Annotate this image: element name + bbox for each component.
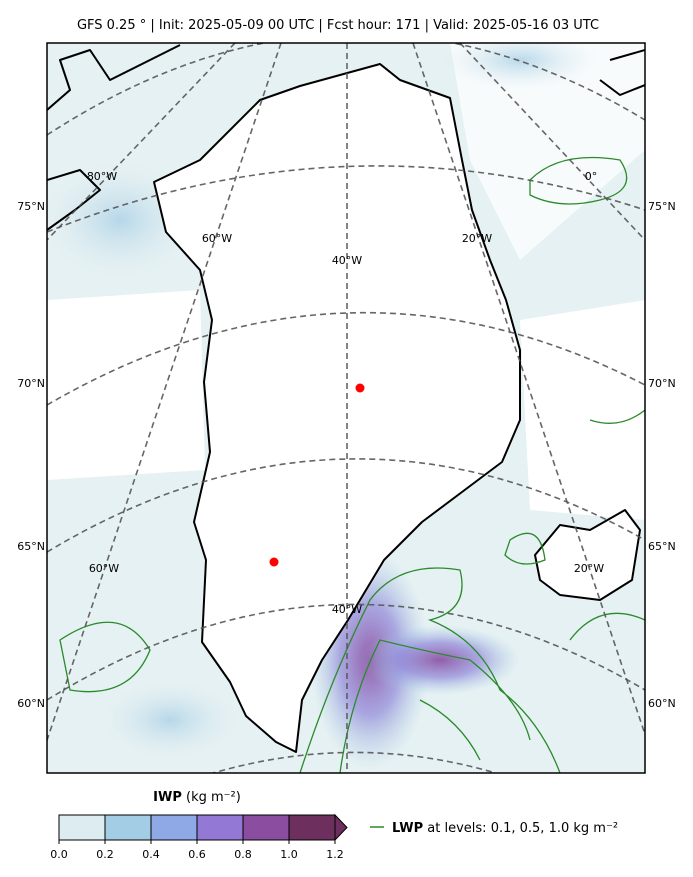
colorbar-unit: (kg m⁻²) bbox=[186, 790, 241, 805]
title: GFS 0.25 ° | Init: 2025-05-09 00 UTC | F… bbox=[77, 18, 599, 33]
clear-area bbox=[47, 290, 205, 480]
lat-label: 70°N bbox=[648, 377, 676, 390]
lwp-contour bbox=[59, 156, 645, 773]
colorbar-tick-label: 0.4 bbox=[142, 848, 160, 861]
lat-label: 70°N bbox=[17, 377, 45, 390]
colorbar-segment bbox=[289, 815, 336, 840]
clear-area bbox=[450, 43, 645, 260]
colorbar-segment bbox=[151, 815, 198, 840]
lat-label: 65°N bbox=[648, 540, 676, 553]
legend-entry: LWP at levels: 0.1, 0.5, 1.0 kg m⁻² bbox=[392, 821, 618, 836]
colorbar-segment bbox=[105, 815, 152, 840]
colorbar-title: IWP (kg m⁻²) bbox=[153, 790, 241, 805]
lon-label: 40°W bbox=[332, 603, 362, 616]
lon-label: 60°W bbox=[89, 562, 119, 575]
lat-label: 75°N bbox=[648, 200, 676, 213]
map bbox=[47, 43, 645, 773]
legend-text: at levels: 0.1, 0.5, 1.0 kg m⁻² bbox=[427, 821, 618, 836]
lon-label: 20°W bbox=[574, 562, 604, 575]
lon-label: 20°W bbox=[462, 232, 492, 245]
colorbar-tick-label: 0.8 bbox=[234, 848, 252, 861]
coastline bbox=[47, 44, 645, 231]
colorbar: 0.0 0.2 0.4 0.6 0.8 1.0 1.2 bbox=[50, 813, 348, 861]
marker bbox=[355, 383, 365, 393]
colorbar-tick-label: 0.2 bbox=[96, 848, 114, 861]
iwp-shading bbox=[440, 43, 600, 90]
iwp-shading bbox=[100, 680, 240, 760]
colorbar-extend bbox=[334, 813, 348, 842]
graticule bbox=[47, 43, 645, 773]
colorbar-segment bbox=[243, 815, 290, 840]
lon-label: 80°W bbox=[87, 170, 117, 183]
greenland bbox=[153, 63, 521, 753]
legend-name: LWP bbox=[392, 821, 423, 836]
colorbar-tick-label: 0.0 bbox=[50, 848, 68, 861]
lat-label: 75°N bbox=[17, 200, 45, 213]
clear-area bbox=[520, 300, 645, 520]
colorbar-label: IWP bbox=[153, 790, 182, 805]
marker bbox=[269, 557, 279, 567]
colorbar-tick-label: 0.6 bbox=[188, 848, 206, 861]
colorbar-tick-label: 1.0 bbox=[280, 848, 298, 861]
colorbar-tick-label: 1.2 bbox=[326, 848, 344, 861]
lon-label: 40°W bbox=[332, 254, 362, 267]
colorbar-segment bbox=[59, 815, 106, 840]
lat-label: 60°N bbox=[17, 697, 45, 710]
lat-label: 60°N bbox=[648, 697, 676, 710]
lat-label: 65°N bbox=[17, 540, 45, 553]
lat-labels: 75°N 70°N 65°N 60°N 75°N 70°N 65°N 60°N bbox=[17, 200, 675, 710]
map-frame bbox=[46, 42, 646, 774]
colorbar-segment bbox=[197, 815, 244, 840]
lon-label: 60°W bbox=[202, 232, 232, 245]
iwp-shading bbox=[360, 625, 520, 695]
lon-label: 0° bbox=[585, 170, 598, 183]
lon-labels: 80°W 60°W 40°W 20°W 0° 60°W 40°W 20°W bbox=[87, 170, 604, 616]
